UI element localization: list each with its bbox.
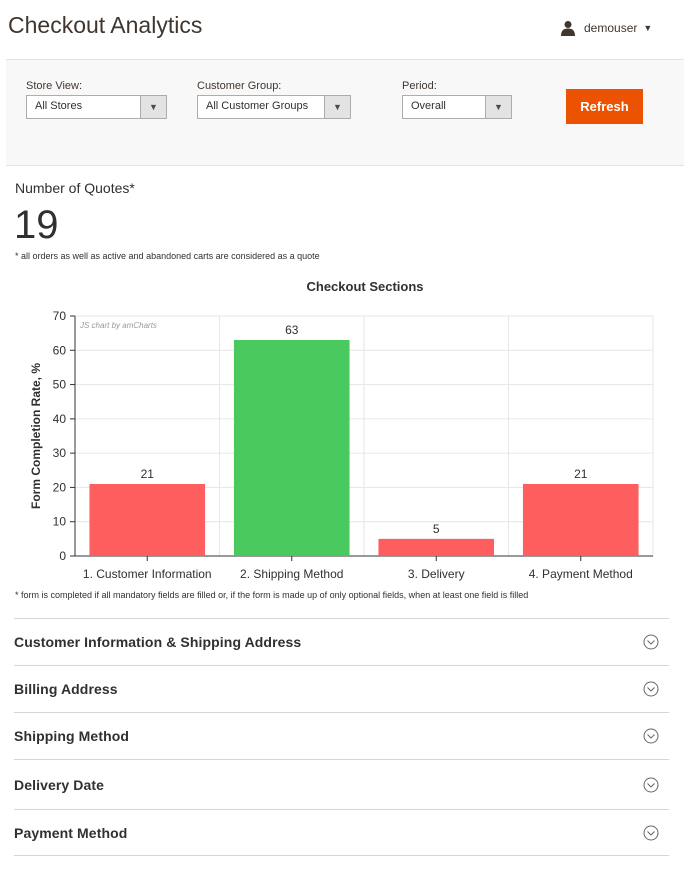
period-filter: Period: Overall ▼ (402, 80, 512, 119)
refresh-button[interactable]: Refresh (566, 89, 643, 124)
chevron-down-circle-icon[interactable] (643, 825, 659, 841)
y-tick-label: 60 (53, 343, 67, 357)
customer-group-label: Customer Group: (197, 80, 282, 92)
y-tick-label: 10 (53, 515, 67, 529)
section-shipping-method[interactable]: Shipping Method (14, 712, 669, 759)
chevron-down-circle-icon[interactable] (643, 634, 659, 650)
y-tick-label: 50 (53, 378, 67, 392)
section-label: Delivery Date (14, 776, 105, 793)
section-payment-method[interactable]: Payment Method (14, 809, 669, 856)
x-tick-label: 1. Customer Information (83, 567, 212, 581)
bar (378, 538, 495, 556)
bar (233, 340, 350, 556)
section-label: Payment Method (14, 824, 128, 841)
page-title: Checkout Analytics (8, 12, 203, 38)
customer-group-value: All Customer Groups (206, 100, 309, 112)
store-view-select[interactable]: All Stores ▼ (26, 95, 167, 119)
username: demouser (584, 21, 638, 35)
dropdown-arrow-icon: ▼ (324, 96, 350, 118)
checkout-sections-chart: 0 10 20 30 40 50 60 70 JS chart by amCharts 21 1. … (29, 309, 654, 581)
chart-credit: JS chart by amCharts (79, 321, 157, 330)
y-axis-label: Form Completion Rate, % (29, 363, 43, 509)
data-label: 21 (574, 467, 588, 481)
caret-down-icon: ▼ (643, 23, 653, 33)
store-view-value: All Stores (35, 100, 83, 112)
bar (522, 484, 639, 556)
data-label: 5 (433, 522, 440, 536)
dropdown-arrow-icon: ▼ (485, 96, 511, 118)
store-view-label: Store View: (26, 80, 83, 92)
chevron-down-circle-icon[interactable] (643, 777, 659, 793)
filter-bar: Store View: All Stores ▼ Customer Group:… (6, 59, 684, 166)
y-tick-label: 30 (53, 446, 67, 460)
store-view-filter: Store View: All Stores ▼ (26, 80, 167, 119)
chevron-down-circle-icon[interactable] (643, 681, 659, 697)
sections-accordion: Customer Information & Shipping Address … (14, 618, 669, 856)
section-label: Customer Information & Shipping Address (14, 634, 302, 650)
user-menu[interactable]: demouser ▼ (560, 20, 652, 36)
section-delivery-date[interactable]: Delivery Date (14, 759, 669, 809)
quotes-title: Number of Quotes* (15, 180, 135, 196)
y-tick-label: 0 (59, 549, 66, 563)
period-label: Period: (402, 80, 437, 92)
quotes-note: * all orders as well as active and aband… (15, 251, 320, 261)
bar (89, 484, 206, 556)
x-tick-label: 2. Shipping Method (240, 567, 343, 581)
section-customer-information[interactable]: Customer Information & Shipping Address (14, 618, 669, 665)
period-select[interactable]: Overall ▼ (402, 95, 512, 119)
customer-group-filter: Customer Group: All Customer Groups ▼ (197, 80, 351, 119)
x-tick-label: 3. Delivery (408, 567, 465, 581)
chevron-down-circle-icon[interactable] (643, 728, 659, 744)
y-tick-label: 70 (53, 309, 67, 323)
data-label: 63 (285, 323, 299, 337)
chart-title: Checkout Sections (306, 279, 424, 294)
form-completion-note: * form is completed if all mandatory fie… (15, 590, 529, 600)
section-label: Shipping Method (14, 728, 130, 744)
y-tick-label: 20 (53, 480, 67, 494)
y-tick-label: 40 (53, 412, 67, 426)
x-tick-label: 4. Payment Method (529, 567, 633, 581)
section-billing-address[interactable]: Billing Address (14, 665, 669, 712)
user-icon (561, 21, 575, 36)
quotes-count: 19 (14, 203, 59, 247)
customer-group-select[interactable]: All Customer Groups ▼ (197, 95, 351, 119)
period-value: Overall (411, 100, 446, 112)
data-label: 21 (141, 467, 155, 481)
dropdown-arrow-icon: ▼ (140, 96, 166, 118)
section-label: Billing Address (14, 681, 118, 697)
